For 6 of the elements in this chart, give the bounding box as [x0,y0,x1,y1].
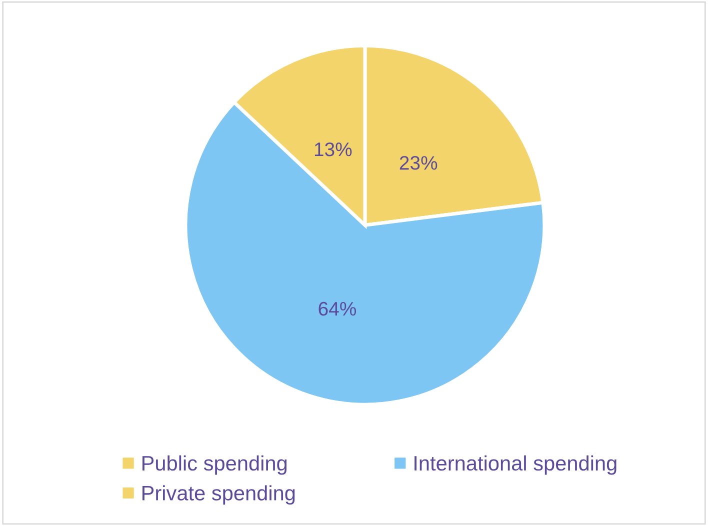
data-label: 23% [400,156,438,170]
legend-label: International spending [414,455,616,475]
data-label: 13% [314,142,352,156]
data-label: 64% [318,302,356,316]
legend-label: Public spending [142,455,287,475]
legend-label: Private spending [142,485,295,505]
